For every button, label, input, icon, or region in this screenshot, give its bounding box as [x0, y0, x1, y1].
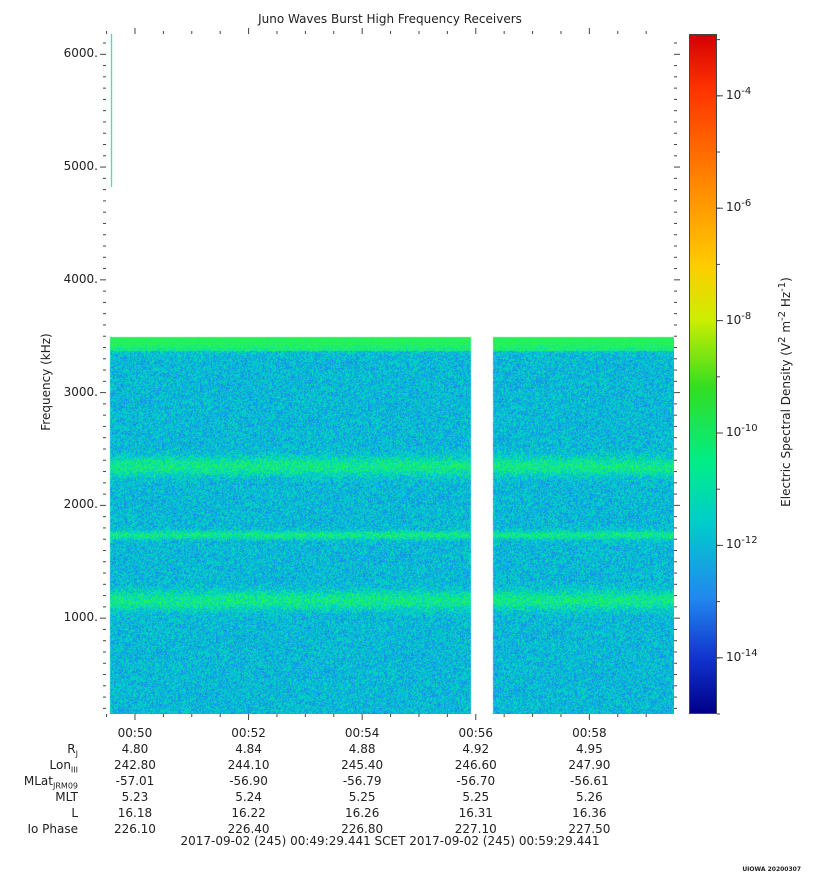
colorbar-tick-label: 10-8 — [726, 310, 752, 327]
colorbar-tick-label: 10-12 — [726, 535, 758, 552]
ephemeris-value: 227.50 — [568, 822, 611, 836]
ephemeris-row-label: MLatJRM09 — [23, 774, 78, 791]
ephemeris-row-label: RJ — [67, 742, 78, 759]
x-tick-label: 00:56 — [458, 726, 494, 740]
ephemeris-value: 245.40 — [341, 758, 384, 772]
ephemeris-value: 16.31 — [458, 806, 493, 820]
ephemeris-value: 5.25 — [348, 790, 376, 804]
y-tick-label: 2000. — [63, 497, 98, 512]
ephemeris-value: 4.92 — [462, 742, 490, 756]
ephemeris-value: -56.90 — [229, 774, 268, 788]
ephemeris-value: 4.80 — [121, 742, 149, 756]
ephemeris-value: 4.88 — [348, 742, 376, 756]
spectrogram-image — [106, 34, 674, 714]
colorbar-label: Electric Spectral Density (V2 m-2 Hz-1) — [777, 277, 793, 507]
colorbar-tick-label: 10-4 — [726, 85, 752, 102]
ephemeris-value: 244.10 — [227, 758, 270, 772]
ephemeris-value: 16.26 — [344, 806, 380, 820]
y-tick-label: 3000. — [63, 384, 98, 399]
ephemeris-value: 227.10 — [454, 822, 497, 836]
ephemeris-value: 226.10 — [113, 822, 156, 836]
ephemeris-value: 242.80 — [113, 758, 156, 772]
ephemeris-value: -56.61 — [570, 774, 609, 788]
ephemeris-value: 4.95 — [576, 742, 603, 756]
x-tick-label: 00:50 — [117, 726, 153, 740]
y-tick-label: 6000. — [63, 46, 98, 61]
chart-title: Juno Waves Burst High Frequency Receiver… — [258, 12, 522, 26]
time-range: 2017-09-02 (245) 00:49:29.441 SCET 2017-… — [180, 834, 600, 848]
ephemeris-value: 5.23 — [121, 790, 149, 804]
colorbar-tick-label: 10-14 — [726, 647, 758, 664]
ephemeris-row-label: L — [71, 806, 78, 820]
ephemeris-value: 4.84 — [235, 742, 262, 756]
x-tick-label: 00:54 — [344, 726, 380, 740]
ephemeris-value: -56.70 — [456, 774, 496, 788]
y-axis-label: Frequency (kHz) — [39, 333, 53, 431]
credit-stamp: UIOWA 20200307 — [742, 866, 801, 873]
colorbar — [689, 34, 717, 714]
ephemeris-value: 5.24 — [235, 790, 262, 804]
ephemeris-value: 16.36 — [572, 806, 607, 820]
colorbar-tick-label: 10-6 — [726, 198, 752, 215]
x-tick-label: 00:58 — [572, 726, 607, 740]
ephemeris-row-label: LonIII — [49, 758, 79, 775]
ephemeris-value: 226.40 — [227, 822, 270, 836]
ephemeris-value: 5.25 — [462, 790, 490, 804]
ephemeris-value: 226.80 — [341, 822, 384, 836]
y-tick-label: 1000. — [63, 610, 98, 625]
ephemeris-value: -56.79 — [342, 774, 382, 788]
ephemeris-value: 16.22 — [231, 806, 266, 820]
ephemeris-row-label: MLT — [55, 790, 78, 804]
y-tick-label: 4000. — [63, 271, 98, 286]
ephemeris-value: 247.90 — [568, 758, 611, 772]
ephemeris-value: -57.01 — [115, 774, 155, 788]
ephemeris-value: 16.18 — [117, 806, 153, 820]
ephemeris-value: 5.26 — [576, 790, 603, 804]
ephemeris-row-label: Io Phase — [27, 822, 78, 836]
x-tick-label: 00:52 — [231, 726, 266, 740]
ephemeris-value: 246.60 — [454, 758, 497, 772]
y-tick-label: 5000. — [63, 159, 98, 174]
colorbar-tick-label: 10-10 — [726, 423, 758, 439]
